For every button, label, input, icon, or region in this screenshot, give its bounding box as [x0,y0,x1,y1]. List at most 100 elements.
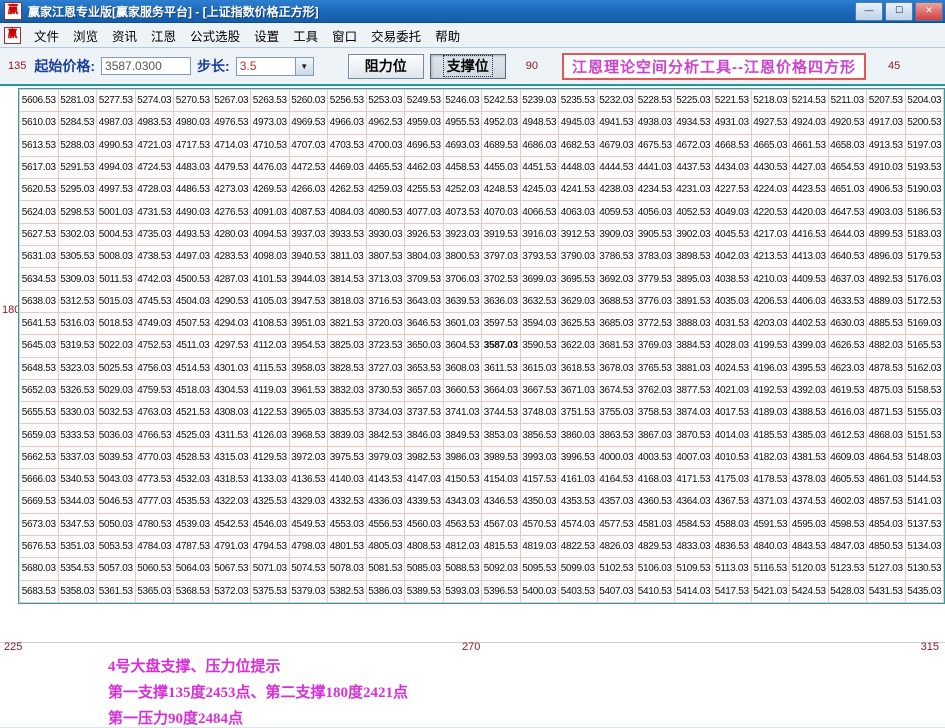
gann-cell[interactable]: 4581.03 [635,512,675,536]
gann-cell[interactable]: 4367.53 [712,490,752,514]
gann-cell[interactable]: 5613.53 [19,133,59,157]
gann-cell[interactable]: 3741.03 [442,401,482,425]
gann-cell[interactable]: 5228.53 [635,88,675,113]
gann-cell[interactable]: 4878.53 [866,356,906,380]
gann-cell[interactable]: 4437.53 [673,155,713,180]
gann-cell[interactable]: 5340.53 [57,468,97,492]
gann-cell[interactable]: 4322.03 [211,490,251,514]
gann-cell[interactable]: 4199.53 [750,334,790,358]
gann-cell[interactable]: 5176.03 [904,267,944,291]
gann-cell[interactable]: 3919.53 [481,222,521,247]
gann-cell[interactable]: 4497.03 [173,245,213,269]
gann-cell[interactable]: 5207.53 [866,88,906,113]
gann-cell[interactable]: 4472.53 [288,155,328,180]
gann-cell[interactable]: 4024.53 [712,356,752,380]
gann-cell[interactable]: 4539.03 [173,512,213,536]
gann-cell[interactable]: 4833.03 [673,534,713,559]
gann-cell[interactable]: 5001.03 [96,200,136,224]
gann-cell[interactable]: 3688.53 [596,289,636,313]
gann-cell[interactable]: 3636.03 [481,289,521,313]
gann-cell[interactable]: 5431.53 [866,579,906,603]
gann-square-table[interactable]: 5606.53 5281.03 5277.53 5274.03 5270.53 5267.… [19,88,944,603]
gann-cell[interactable]: 4710.53 [250,133,290,157]
gann-cell[interactable]: 4805.03 [365,534,405,559]
gann-cell[interactable]: 5211.03 [827,88,867,113]
gann-cell[interactable]: 4189.03 [750,401,790,425]
gann-cell[interactable]: 4661.53 [789,133,829,157]
gann-cell[interactable]: 3975.53 [327,445,367,470]
gann-cell[interactable]: 4850.53 [866,534,906,559]
gann-cell[interactable]: 3615.03 [519,356,559,380]
gann-cell[interactable]: 4966.03 [327,111,367,135]
gann-cell[interactable]: 4693.03 [442,133,482,157]
gann-cell[interactable]: 3608.03 [442,356,482,380]
gann-cell[interactable]: 4105.03 [250,289,290,313]
gann-cell[interactable]: 5379.03 [288,579,328,603]
gann-cell[interactable]: 4294.03 [211,311,251,336]
gann-cell[interactable]: 4175.03 [712,468,752,492]
gann-cell[interactable]: 4913.53 [866,133,906,157]
gann-cell[interactable]: 5256.53 [327,88,367,113]
gann-cell[interactable]: 5137.53 [904,512,944,536]
gann-cell[interactable]: 4444.53 [596,155,636,180]
gann-cell[interactable]: 4962.53 [365,111,405,135]
gann-cell[interactable]: 4458.53 [442,155,482,180]
gann-cell[interactable]: 4570.53 [519,512,559,536]
gann-cell[interactable]: 3912.53 [558,222,598,247]
gann-cell[interactable]: 4717.53 [173,133,213,157]
gann-cell[interactable]: 5144.53 [904,468,944,492]
gann-cell[interactable]: 4882.03 [866,334,906,358]
gann-cell[interactable]: 4602.03 [827,490,867,514]
gann-cell[interactable]: 3853.03 [481,423,521,447]
gann-cell[interactable]: 4143.53 [365,468,405,492]
gann-cell[interactable]: 4213.53 [750,245,790,269]
gann-cell[interactable]: 4801.53 [327,534,367,559]
gann-cell[interactable]: 5659.03 [19,423,59,447]
gann-cell[interactable]: 4462.03 [404,155,444,180]
gann-cell[interactable]: 4259.03 [365,178,405,202]
gann-cell[interactable]: 4651.03 [827,178,867,202]
gann-cell[interactable]: 5421.03 [750,579,790,603]
gann-cell[interactable]: 4140.03 [327,468,367,492]
gann-cell[interactable]: 4325.53 [250,490,290,514]
gann-cell[interactable]: 4056.03 [635,200,675,224]
gann-cell[interactable]: 4000.03 [596,445,636,470]
gann-cell[interactable]: 3821.53 [327,311,367,336]
gann-cell[interactable]: 4129.53 [250,445,290,470]
gann-cell[interactable]: 3765.53 [635,356,675,380]
gann-cell[interactable]: 3594.03 [519,311,559,336]
gann-cell[interactable]: 4248.53 [481,178,521,202]
gann-cell[interactable]: 4154.03 [481,468,521,492]
gann-cell[interactable]: 3737.53 [404,401,444,425]
gann-cell[interactable]: 4549.53 [288,512,328,536]
gann-cell[interactable]: 4518.03 [173,378,213,403]
gann-cell[interactable]: 5127.03 [866,557,906,581]
gann-cell[interactable]: 4910.03 [866,155,906,180]
gann-cell[interactable]: 4871.53 [866,401,906,425]
gann-cell[interactable]: 4469.03 [327,155,367,180]
gann-cell[interactable]: 3755.03 [596,401,636,425]
gann-cell[interactable]: 4483.03 [173,155,213,180]
gann-cell[interactable]: 5400.03 [519,579,559,603]
gann-cell[interactable]: 5652.03 [19,378,59,403]
gann-cell[interactable]: 4042.03 [712,245,752,269]
gann-cell[interactable]: 3937.03 [288,222,328,247]
gann-cell[interactable]: 5064.03 [173,557,213,581]
gann-cell[interactable]: 4245.03 [519,178,559,202]
gann-cell[interactable]: 4777.03 [134,490,174,514]
gann-cell[interactable]: 5239.03 [519,88,559,113]
gann-cell[interactable]: 5190.03 [904,178,944,202]
gann-cell[interactable]: 4679.03 [596,133,636,157]
gann-cell[interactable]: 4574.03 [558,512,598,536]
gann-cell[interactable]: 5095.53 [519,557,559,581]
gann-cell[interactable]: 5249.53 [404,88,444,113]
gann-cell[interactable]: 5302.03 [57,222,97,247]
gann-cell[interactable]: 4084.03 [327,200,367,224]
gann-cell[interactable]: 4136.53 [288,468,328,492]
gann-cell[interactable]: 5225.03 [673,88,713,113]
gann-cell[interactable]: 3856.53 [519,423,559,447]
gann-cell[interactable]: 3667.53 [519,378,559,403]
gann-cell[interactable]: 4332.53 [327,490,367,514]
gann-cell[interactable]: 5074.53 [288,557,328,581]
gann-cell[interactable]: 4430.53 [750,155,790,180]
